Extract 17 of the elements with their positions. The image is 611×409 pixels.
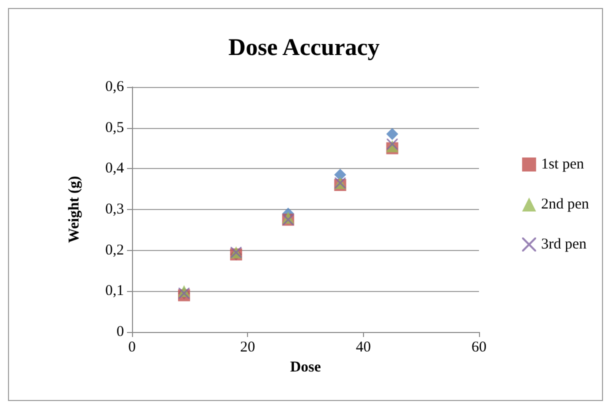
x-axis-title: Dose — [290, 359, 322, 376]
legend-label: 2nd pen — [541, 196, 590, 212]
y-tick-label: 0,2 — [105, 242, 124, 258]
y-tick-label: 0,4 — [105, 160, 124, 177]
y-tick-label: 0,6 — [105, 79, 124, 95]
y-tick-label: 0,1 — [105, 283, 124, 300]
y-tick-label: 0 — [116, 324, 124, 340]
y-tick-label: 0,3 — [105, 202, 124, 218]
chart-title: Dose Accuracy — [228, 35, 380, 61]
y-axis-title: Weight (g) — [66, 176, 82, 244]
x-tick-label: 60 — [472, 340, 486, 356]
legend-label: 3rd pen — [541, 236, 587, 252]
x-tick-label: 40 — [356, 340, 371, 356]
x-tick-label: 20 — [240, 340, 256, 356]
y-tick-label: 0,5 — [105, 120, 124, 136]
x-tick-label: 0 — [128, 340, 136, 356]
legend-label: 1st pen — [541, 156, 585, 172]
